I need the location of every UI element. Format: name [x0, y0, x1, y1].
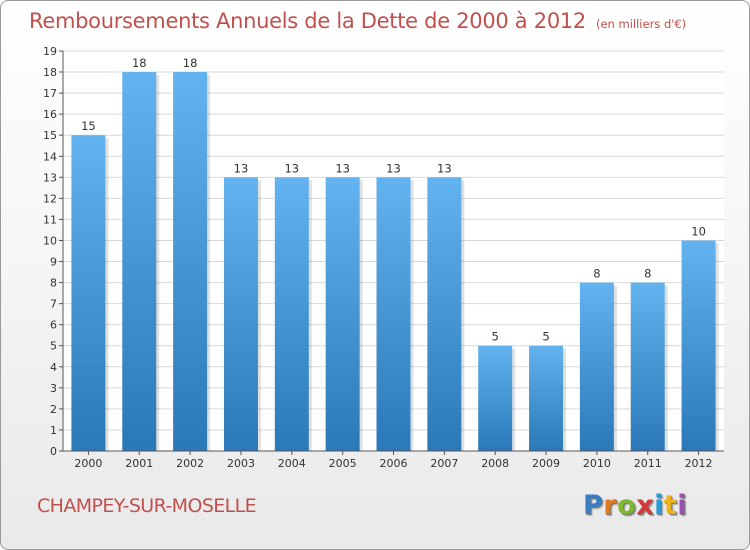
y-tick-label: 5 [50, 340, 57, 353]
x-tick-label: 2003 [227, 457, 255, 470]
y-tick-label: 10 [43, 234, 57, 247]
data-label: 15 [81, 119, 96, 133]
bars: 15 18 18 13 13 13 13 13 5 5 8 8 10 [71, 56, 719, 452]
x-tick-label: 2009 [532, 457, 560, 470]
x-tick-label: 2000 [74, 457, 102, 470]
y-tick-label: 15 [43, 129, 57, 142]
logo-letter: t [663, 490, 678, 521]
x-tick-label: 2010 [583, 457, 611, 470]
y-tick-label: 17 [43, 87, 57, 100]
x-tick-label: 2012 [685, 457, 713, 470]
logo-letter: i [654, 490, 664, 521]
bar [529, 345, 564, 451]
data-label: 13 [284, 161, 299, 175]
bar [71, 135, 106, 452]
data-label: 8 [593, 267, 600, 281]
data-label: 5 [492, 330, 499, 344]
data-label: 18 [132, 56, 147, 70]
x-tick-label: 2005 [329, 457, 357, 470]
chart-title: Remboursements Annuels de la Dette de 20… [29, 9, 686, 33]
bar [325, 177, 360, 451]
bar [376, 177, 411, 451]
bar [274, 177, 309, 451]
x-tick-label: 2007 [430, 457, 458, 470]
logo-letter: r [603, 490, 618, 521]
town-name: CHAMPEY-SUR-MOSELLE [37, 495, 257, 517]
y-tick-label: 2 [50, 403, 57, 416]
bar [579, 282, 614, 451]
bar [478, 345, 513, 451]
x-tick-label: 2006 [380, 457, 408, 470]
bar [427, 177, 462, 451]
y-tick-label: 16 [43, 108, 57, 121]
y-tick-label: 18 [43, 66, 57, 79]
bar [122, 72, 157, 451]
y-tick-label: 0 [50, 445, 57, 458]
x-tick-label: 2008 [481, 457, 509, 470]
y-tick-label: 14 [43, 150, 57, 163]
chart-title-text: Remboursements Annuels de la Dette de 20… [29, 9, 586, 33]
data-label: 13 [437, 161, 452, 175]
y-tick-label: 3 [50, 382, 57, 395]
data-label: 13 [386, 161, 401, 175]
data-label: 8 [644, 267, 651, 281]
x-tick-label: 2001 [125, 457, 153, 470]
x-tick-label: 2004 [278, 457, 306, 470]
y-tick-label: 7 [50, 298, 57, 311]
data-label: 18 [183, 56, 198, 70]
y-tick-label: 1 [50, 424, 57, 437]
y-tick-label: 12 [43, 192, 57, 205]
logo-letter: x [636, 490, 655, 521]
data-label: 10 [691, 224, 706, 238]
bar [630, 282, 665, 451]
logo-letter: P [583, 490, 604, 521]
chart-unit: (en milliers d'€) [596, 17, 687, 31]
proxiti-logo: Proxiti [583, 490, 687, 521]
bar [223, 177, 258, 451]
logo-letter: o [617, 490, 637, 521]
bar [173, 72, 208, 451]
data-label: 13 [335, 161, 350, 175]
x-tick-label: 2002 [176, 457, 204, 470]
bar [681, 240, 716, 451]
y-tick-label: 11 [43, 213, 57, 226]
y-tick-label: 9 [50, 256, 57, 269]
y-tick-label: 13 [43, 171, 57, 184]
x-tick-label: 2011 [634, 457, 662, 470]
y-tick-label: 8 [50, 277, 57, 290]
y-tick-label: 19 [43, 45, 57, 58]
logo-letter: i [677, 490, 688, 521]
y-tick-label: 6 [50, 319, 57, 332]
data-label: 5 [542, 330, 549, 344]
data-label: 13 [234, 161, 249, 175]
y-tick-label: 4 [50, 361, 57, 374]
